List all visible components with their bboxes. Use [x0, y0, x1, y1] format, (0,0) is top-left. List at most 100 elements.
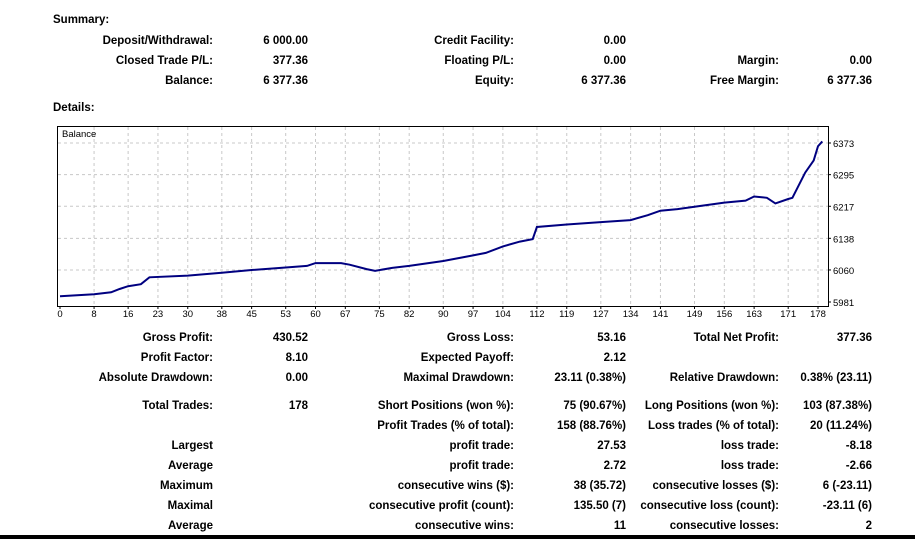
details-label: Profit Trades (% of total):: [377, 420, 514, 432]
summary-value: 0.00: [849, 55, 872, 67]
summary-value: 6 377.36: [581, 75, 626, 87]
details-label: consecutive wins:: [414, 520, 514, 532]
x-tick-label: 16: [123, 309, 134, 320]
x-tick-label: 134: [623, 309, 639, 320]
details-value: 75 (90.67%): [563, 400, 626, 412]
y-tick-label: 6295: [833, 171, 854, 182]
y-tick-label: 6373: [833, 139, 854, 150]
y-tick-label: 6138: [833, 234, 854, 245]
x-tick-label: 171: [780, 309, 796, 320]
details-value: -2.66: [845, 460, 872, 472]
x-tick-label: 104: [495, 309, 511, 320]
chart-legend: Balance: [62, 129, 96, 140]
details-value: -23.11 (6): [822, 500, 872, 512]
balance-chart: Balance 0 8 16 23 30 38 45 53 60 67 75 82 90 97 104 112…: [57, 126, 854, 320]
x-tick-label: 141: [653, 309, 669, 320]
summary-label: Credit Facility:: [434, 35, 514, 47]
details-label: Relative Drawdown:: [669, 372, 779, 384]
details-label: Total Net Profit:: [693, 332, 779, 344]
details-label: Average: [168, 460, 213, 472]
x-tick-label: 30: [182, 309, 193, 320]
balance-line: [59, 140, 824, 298]
summary-value: 6 000.00: [263, 35, 308, 47]
y-tick-label: 6060: [833, 266, 854, 277]
details-label: Long Positions (won %):: [644, 400, 779, 412]
x-tick-label: 67: [340, 309, 351, 320]
x-tick-label: 75: [374, 309, 385, 320]
details-label: Total Trades:: [142, 400, 213, 412]
details-label: consecutive losses ($):: [652, 480, 779, 492]
details-value: 8.10: [285, 352, 308, 364]
details-label: consecutive losses:: [669, 520, 779, 532]
details-value: 2.12: [603, 352, 626, 364]
summary-label: Closed Trade P/L:: [115, 55, 213, 67]
x-tick-label: 0: [57, 309, 62, 320]
x-tick-label: 156: [716, 309, 732, 320]
summary-value: 6 377.36: [263, 75, 308, 87]
summary-label: Free Margin:: [709, 75, 779, 87]
x-tick-label: 127: [593, 309, 609, 320]
details-label: Maximal: [167, 500, 213, 512]
details-value: 377.36: [836, 332, 872, 344]
y-tick-label: 6217: [833, 202, 854, 213]
x-tick-label: 163: [746, 309, 762, 320]
x-tick-label: 82: [404, 309, 415, 320]
details-label: Maximal Drawdown:: [403, 372, 514, 384]
x-tick-label: 119: [559, 309, 574, 320]
chart-grid: [58, 127, 828, 306]
details-value: 430.52: [272, 332, 308, 344]
details-label: Profit Factor:: [140, 352, 213, 364]
details-value: 2.72: [603, 460, 626, 472]
details-value: 23.11 (0.38%): [554, 372, 626, 384]
details-label: consecutive loss (count):: [640, 500, 779, 512]
details-value: 38 (35.72): [573, 480, 626, 492]
x-axis: 0 8 16 23 30 38 45 53 60 67 75 82 90 97 104 112 119 127 13…: [57, 306, 826, 320]
summary-value: 6 377.36: [827, 75, 872, 87]
x-tick-label: 149: [687, 309, 703, 320]
details-value: 27.53: [597, 440, 626, 452]
details-value: 0.38% (23.11): [800, 372, 872, 384]
x-tick-label: 60: [310, 309, 321, 320]
x-tick-label: 45: [246, 309, 257, 320]
details-heading: Details:: [53, 102, 95, 114]
x-tick-label: 178: [810, 309, 826, 320]
details-value: 178: [288, 400, 308, 412]
summary-value: 377.36: [272, 55, 308, 67]
details-value: 0.00: [285, 372, 308, 384]
details-label: profit trade:: [449, 440, 514, 452]
details-value: 158 (88.76%): [556, 420, 626, 432]
details-value: 103 (87.38%): [802, 400, 872, 412]
x-tick-label: 53: [280, 309, 291, 320]
details-label: Loss trades (% of total):: [648, 420, 779, 432]
details-value: 2: [865, 520, 872, 532]
details-value: 6 (-23.11): [822, 480, 872, 492]
x-tick-label: 38: [217, 309, 228, 320]
x-tick-label: 8: [91, 309, 96, 320]
y-tick-label: 5981: [833, 298, 854, 309]
summary-label: Balance:: [165, 75, 213, 87]
details-label: Maximum: [159, 480, 213, 492]
details-label: consecutive profit (count):: [368, 500, 514, 512]
summary-label: Floating P/L:: [444, 55, 514, 67]
x-tick-label: 90: [438, 309, 449, 320]
summary-label: Deposit/Withdrawal:: [102, 35, 213, 47]
details-label: consecutive wins ($):: [397, 480, 514, 492]
details-value: -8.18: [845, 440, 872, 452]
details-label: Gross Profit:: [142, 332, 213, 344]
details-label: Expected Payoff:: [420, 352, 514, 364]
summary-value: 0.00: [603, 55, 626, 67]
details-label: loss trade:: [720, 460, 779, 472]
details-value: 11: [613, 520, 626, 532]
details-value: 20 (11.24%): [809, 420, 872, 432]
details-label: Short Positions (won %):: [377, 400, 514, 412]
summary-heading: Summary:: [53, 14, 110, 26]
details-label: loss trade:: [720, 440, 779, 452]
summary-label: Margin:: [737, 55, 779, 67]
x-tick-label: 112: [529, 309, 544, 320]
y-axis: 5981 6060 6138 6217 6295 6373: [828, 139, 854, 309]
x-tick-label: 97: [468, 309, 479, 320]
details-label: Absolute Drawdown:: [98, 372, 213, 384]
details-value: 53.16: [597, 332, 626, 344]
x-tick-label: 23: [153, 309, 164, 320]
details-label: Largest: [171, 440, 213, 452]
